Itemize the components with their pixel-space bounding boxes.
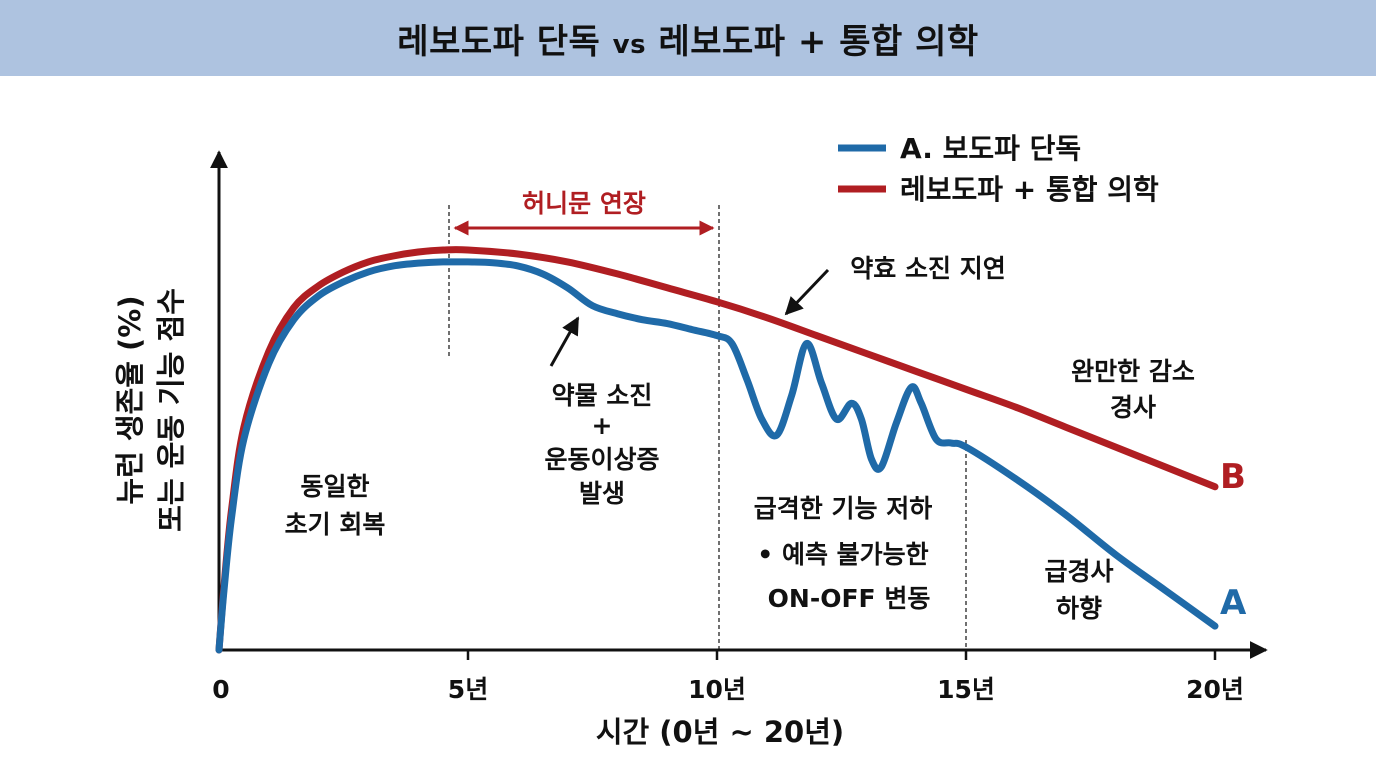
depletion-label-3: 운동이상증 (544, 445, 659, 474)
y-axis-label-line2: 또는 운동 기능 점수 (154, 288, 188, 532)
series-line-a (215, 258, 1219, 654)
title-right: 레보도파 + 통합 의학 (658, 21, 979, 62)
depletion-label-2: + (592, 411, 613, 440)
page-title: 레보도파 단독 vs 레보도파 + 통합 의학 (397, 14, 978, 63)
x-ticks: 0 5년 10년 15년 20년 (212, 650, 1244, 704)
legend-label-a: A. 보도파 단독 (900, 132, 1081, 165)
depletion-label-1: 약물 소진 (552, 381, 653, 410)
x-tick-label: 10년 (688, 675, 746, 704)
steep-slope-label-2: 하향 (1056, 594, 1102, 623)
delay-label: 약효 소진 지연 (850, 254, 1005, 283)
legend-label-b: 레보도파 + 통합 의학 (900, 173, 1159, 206)
x-tick-label: 0 (212, 675, 229, 704)
title-left: 레보도파 단독 (397, 21, 601, 62)
legend: A. 보도파 단독 레보도파 + 통합 의학 (838, 132, 1159, 206)
x-tick-label: 20년 (1186, 675, 1244, 704)
y-axis-label-line1: 뉴런 생존율 (%) (113, 295, 147, 504)
rapid-decline-label: 급격한 기능 저하 (754, 494, 932, 523)
series-end-label-b: B (1220, 457, 1246, 497)
x-tick-label: 5년 (448, 675, 488, 704)
early-recovery-label-1: 동일한 (300, 472, 369, 501)
x-axis-label: 시간 (0년 ~ 20년) (596, 715, 844, 749)
honeymoon-label: 허니문 연장 (522, 189, 646, 218)
x-tick-label: 15년 (937, 675, 995, 704)
depletion-arrow (549, 316, 580, 367)
onoff-label-1: • 예측 불가능한 (757, 540, 928, 569)
onoff-label-2: ON-OFF 변동 (768, 584, 931, 613)
series-end-label-a: A (1220, 583, 1247, 623)
title-bar: 레보도파 단독 vs 레보도파 + 통합 의학 (0, 0, 1376, 76)
title-vs: vs (612, 29, 647, 60)
gentle-slope-label-2: 경사 (1110, 393, 1156, 422)
depletion-label-4: 발생 (579, 479, 625, 508)
gentle-slope-label-1: 완만한 감소 (1071, 357, 1195, 386)
series-line-b (215, 246, 1219, 654)
delay-arrow (784, 268, 830, 316)
early-recovery-label-2: 초기 회복 (285, 510, 386, 539)
steep-slope-label-1: 급경사 (1044, 557, 1113, 586)
